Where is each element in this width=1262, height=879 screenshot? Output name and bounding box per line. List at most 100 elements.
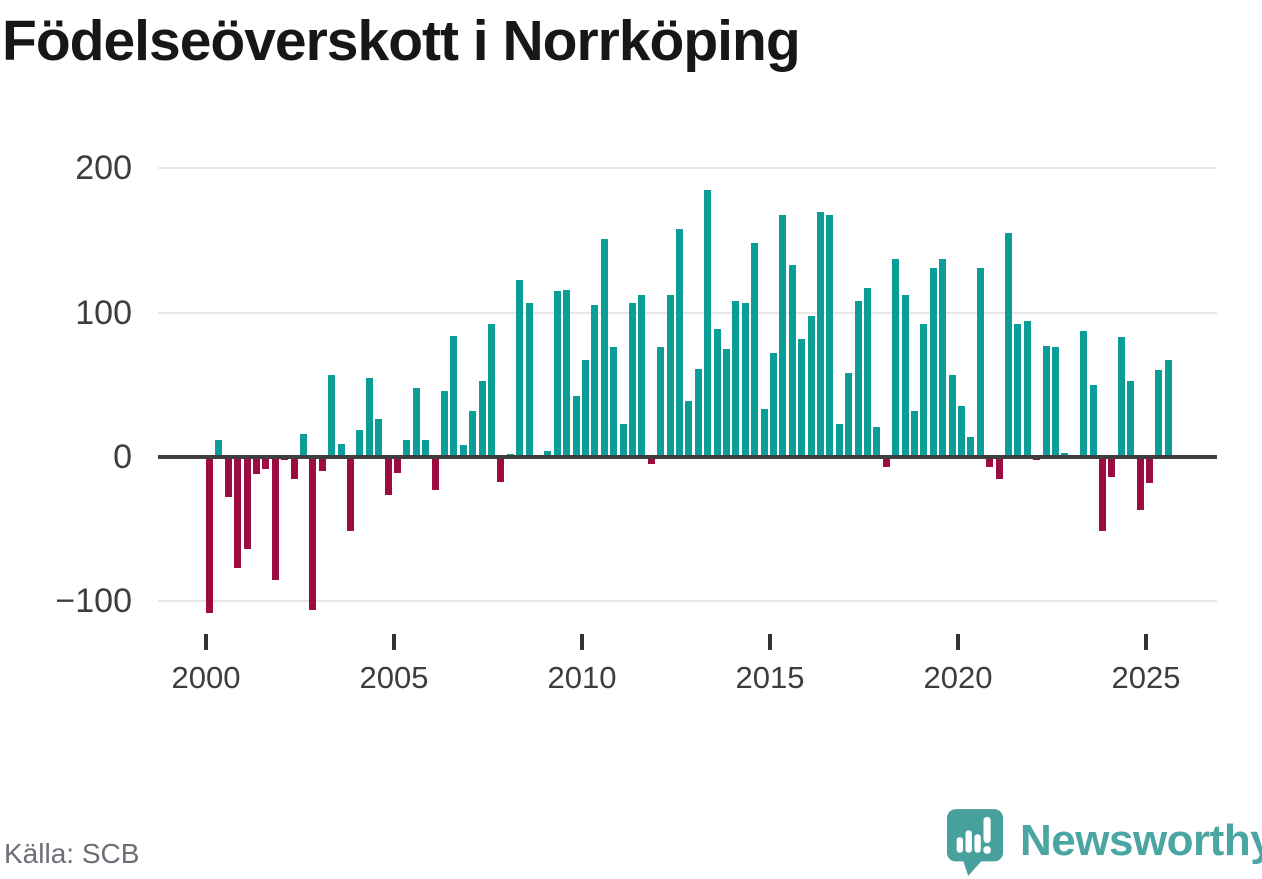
bar [751,243,759,457]
bar [271,457,279,580]
bar [638,295,646,457]
bar [845,373,853,457]
bar [666,295,674,457]
bar [873,426,881,457]
x-axis-tick [204,634,208,650]
bar [347,457,354,531]
bar [647,457,655,465]
bar [685,400,693,457]
y-axis-label: 0 [113,438,132,476]
bar [516,279,524,457]
bar [206,457,213,613]
bar [1155,370,1163,457]
bar [1023,321,1031,457]
bar [365,377,373,457]
bar [704,190,712,457]
bar [610,347,618,457]
bar [441,390,448,457]
bar [732,301,740,457]
x-axis-label: 2020 [923,660,993,695]
bar [478,380,486,457]
x-axis-tick [580,634,584,650]
bar [676,229,683,457]
bar [911,410,918,457]
x-axis-label: 2015 [735,660,805,695]
bar [243,457,251,550]
bar [253,457,260,475]
bar [384,457,392,495]
bar [657,347,665,457]
bar [525,302,533,457]
bar [770,353,777,457]
bar [591,305,599,457]
bar [760,409,768,457]
bar [394,457,401,473]
bar [723,348,730,457]
bar [798,338,806,457]
bar [779,214,787,457]
bar [1061,452,1069,457]
bar [318,457,326,472]
bar [854,301,862,457]
bar [826,214,834,457]
bar [1146,457,1153,483]
bar [629,302,636,457]
bar [328,374,336,457]
x-axis-label: 2005 [359,660,429,695]
gridline [158,600,1217,603]
bar [412,387,420,457]
bar [1005,233,1012,457]
bar [262,457,270,469]
page-title: Födelseöverskott i Norrköping [2,9,801,73]
bar [309,457,317,610]
bar [967,436,975,457]
y-axis-label: 100 [75,293,132,332]
bar [713,328,721,457]
bar [488,324,495,457]
bar [807,315,815,457]
newsworthy-logo[interactable]: Newsworthy [946,808,1262,878]
x-axis-tick [956,634,960,650]
bar [1042,345,1050,457]
x-axis-tick [392,634,396,650]
bar [300,433,307,457]
bar [1089,384,1097,457]
bar [403,439,411,457]
gridline [158,311,1217,314]
bar [1108,457,1116,478]
x-axis-label: 2000 [171,660,241,695]
bar [976,267,984,457]
newsworthy-logo-text: Newsworthy [1020,816,1262,865]
bar [469,410,477,457]
bar [544,451,552,457]
y-axis-label: 200 [75,149,132,188]
bar [788,265,796,457]
bar [817,211,824,457]
bar [1136,457,1144,511]
bar [563,289,571,457]
bar [337,444,345,457]
bar [882,457,890,468]
bar [553,291,561,457]
bar [920,324,928,457]
bar [929,267,937,457]
x-axis-label: 2010 [547,660,617,695]
bar [215,439,223,457]
bar [497,457,505,482]
bar [1117,337,1125,457]
bar [234,457,242,569]
x-axis-tick [768,634,772,650]
bar [290,457,298,479]
bar [901,295,909,457]
x-axis-tick [1144,634,1148,650]
newsworthy-logo-icon [946,809,1004,876]
x-axis-label: 2025 [1111,660,1181,695]
bar [1099,457,1106,531]
gridline [158,167,1217,170]
bar [572,396,580,457]
bar [864,288,871,457]
bar [1080,331,1088,457]
bar [995,457,1003,479]
